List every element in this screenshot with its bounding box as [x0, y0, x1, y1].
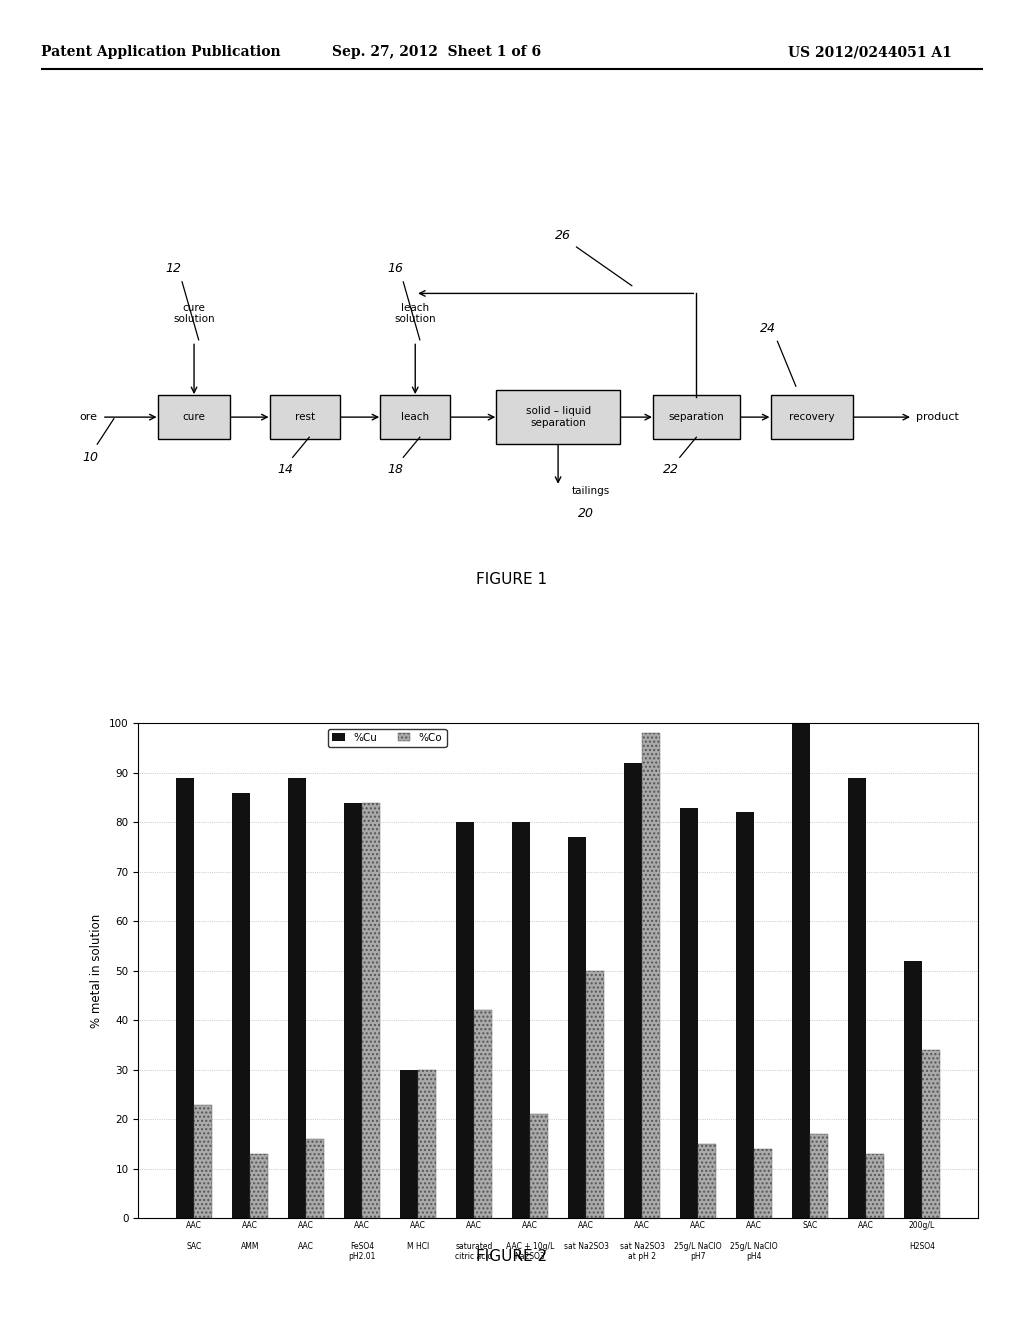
Text: leach
solution: leach solution [394, 302, 436, 325]
Bar [289, 777, 306, 1218]
Text: Patent Application Publication: Patent Application Publication [41, 45, 281, 59]
Text: 22: 22 [664, 463, 680, 477]
Bar [866, 1154, 884, 1218]
Text: product: product [915, 412, 958, 422]
Text: 14: 14 [278, 463, 293, 477]
Text: ore: ore [79, 412, 97, 422]
Text: leach: leach [401, 412, 429, 422]
Text: cure
solution: cure solution [173, 302, 215, 325]
Text: recovery: recovery [788, 412, 835, 422]
Bar [792, 723, 810, 1218]
Text: FIGURE 1: FIGURE 1 [476, 572, 548, 587]
Bar [418, 1069, 436, 1218]
Bar [176, 777, 195, 1218]
FancyBboxPatch shape [653, 396, 739, 438]
Text: 24: 24 [760, 322, 776, 335]
FancyBboxPatch shape [770, 396, 853, 438]
Bar [512, 822, 530, 1218]
FancyBboxPatch shape [380, 396, 451, 438]
Bar [754, 1148, 772, 1218]
Text: 10: 10 [82, 451, 98, 463]
Legend: %Cu, %Co: %Cu, %Co [328, 729, 446, 747]
Text: FIGURE 2: FIGURE 2 [476, 1249, 548, 1265]
Bar [642, 734, 659, 1218]
Text: 16: 16 [387, 263, 403, 275]
Bar [680, 808, 698, 1218]
Text: rest: rest [295, 412, 314, 422]
Bar [400, 1069, 418, 1218]
Text: 26: 26 [555, 228, 570, 242]
Bar [922, 1051, 940, 1218]
Text: 18: 18 [387, 463, 403, 477]
Bar [810, 1134, 827, 1218]
Bar [736, 812, 754, 1218]
Bar [904, 961, 922, 1218]
FancyBboxPatch shape [269, 396, 340, 438]
Bar [250, 1154, 268, 1218]
Bar [195, 1105, 212, 1218]
Bar [344, 803, 362, 1218]
Text: tailings: tailings [572, 486, 610, 495]
Bar [232, 792, 250, 1218]
Bar [624, 763, 642, 1218]
FancyBboxPatch shape [158, 396, 230, 438]
Text: Sep. 27, 2012  Sheet 1 of 6: Sep. 27, 2012 Sheet 1 of 6 [332, 45, 542, 59]
Text: separation: separation [669, 412, 724, 422]
Text: solid – liquid
separation: solid – liquid separation [525, 407, 591, 428]
Bar [306, 1139, 325, 1218]
Bar [457, 822, 474, 1218]
Bar [568, 837, 586, 1218]
Bar [530, 1114, 548, 1218]
Bar [474, 1011, 493, 1218]
Bar [698, 1144, 716, 1218]
Bar [362, 803, 380, 1218]
Text: US 2012/0244051 A1: US 2012/0244051 A1 [788, 45, 952, 59]
Text: 12: 12 [166, 263, 182, 275]
Text: 20: 20 [578, 507, 594, 520]
FancyBboxPatch shape [497, 391, 620, 444]
Text: cure: cure [182, 412, 206, 422]
Bar [586, 972, 604, 1218]
Y-axis label: % metal in solution: % metal in solution [90, 913, 103, 1028]
Bar [848, 777, 866, 1218]
